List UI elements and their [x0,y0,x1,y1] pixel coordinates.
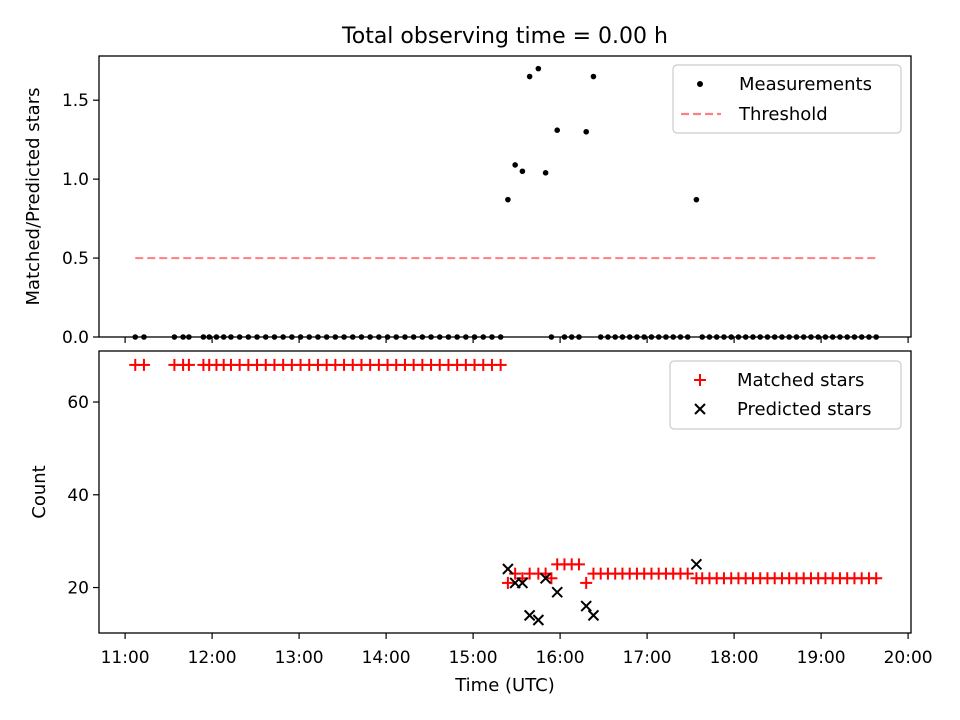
predicted-stars-point [580,600,592,612]
x-tick-label: 13:00 [275,648,324,668]
legend-measurements-marker [697,81,703,87]
x-tick-label: 11:00 [101,648,150,668]
measurement-point [590,73,597,80]
measurement-point [693,196,700,203]
ratio-axes-frame [98,55,912,338]
predicted-stars-point [551,586,563,598]
count-x-ticks: 11:00 12:00 13:00 14:00 15:00 16:00 17:00 18:00… [101,633,933,668]
count-y-tick-label: 60 [67,393,89,413]
predicted-stars-point [516,577,529,589]
count-y-axis-label: Count [29,465,50,518]
matched-stars-point [545,572,558,585]
measurement-point [554,127,560,133]
measurement-point [583,128,589,135]
x-tick-label: 15:00 [449,648,498,668]
legend-predicted-stars-marker [694,403,706,415]
predicted-stars-point [587,609,600,622]
measurement-point [519,168,526,175]
ratio-y-tick-label: 1.0 [62,170,89,190]
predicted-stars-point [539,572,552,584]
count-legend-box [669,360,902,430]
ratio-x-ticks [124,337,909,343]
ratio-legend-box [672,64,902,134]
x-tick-label: 17:00 [623,648,672,668]
matched-stars-point [137,358,150,371]
matched-stars-point [681,567,694,580]
predicted-stars-point [690,558,703,571]
x-tick-label: 12:00 [188,648,237,668]
x-axis-label: Time (UTC) [454,675,555,696]
measurement-point [526,73,533,80]
x-tick-label: 19:00 [797,648,846,668]
x-tick-label: 18:00 [710,648,759,668]
count-panel: 20 40 60 11:00 12:00 13:00 14:00 15:00 16:00 17:… [29,350,933,696]
matched-stars-point [870,572,883,585]
x-tick-label: 14:00 [362,648,411,668]
measurement-point [512,162,518,168]
count-plot-area [129,358,883,626]
count-y-tick-label: 20 [67,579,89,599]
x-tick-label: 20:00 [884,648,933,668]
ratio-panel: 0.0 0.5 1.0 1.5 Matched/Predicted stars Mea… [23,55,912,348]
predicted-stars-point [532,614,545,626]
predicted-stars-point [502,563,514,575]
measurement-point [542,170,549,176]
ratio-legend: Measurements Threshold [672,64,902,134]
legend-matched-stars-marker [694,374,706,386]
matched-stars-point [580,576,593,589]
predicted-stars-point [523,609,536,622]
matched-stars-point [494,358,507,371]
count-y-tick-label: 40 [67,486,89,506]
ratio-y-ticks: 0.0 0.5 1.0 1.5 [62,91,99,348]
chart-title: Total observing time = 0.00 h [341,24,668,49]
legend-measurements-label: Measurements [739,74,872,95]
matched-stars-point [501,576,514,589]
legend-predicted-stars-label: Predicted stars [737,399,871,420]
count-y-ticks: 20 40 60 [67,393,99,599]
x-tick-label: 16:00 [536,648,585,668]
matched-stars-point [572,558,585,571]
legend-threshold-label: Threshold [738,104,828,125]
measurement-point [535,65,542,72]
ratio-y-tick-label: 1.5 [62,91,89,111]
ratio-y-axis-label: Matched/Predicted stars [23,88,44,306]
count-axes-frame [98,350,912,634]
count-legend: Matched stars Predicted stars [669,360,902,430]
ratio-y-tick-label: 0.5 [62,249,89,269]
legend-matched-stars-label: Matched stars [737,370,864,391]
matched-stars-point [182,358,195,371]
measurement-point [505,196,511,203]
ratio-y-tick-label: 0.0 [62,328,89,348]
